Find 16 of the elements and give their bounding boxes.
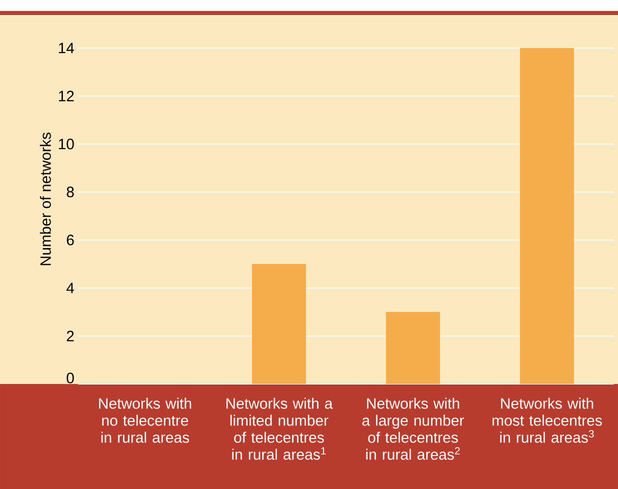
x-tick-label: Networks with a limited number of telecentres in rural areas$^{1}$ bbox=[226, 398, 333, 460]
y-tick-label: 10 bbox=[58, 138, 74, 150]
y-tick-label: 14 bbox=[58, 42, 74, 54]
y-tick-label: 6 bbox=[66, 234, 74, 246]
y-axis-title: Number of networks bbox=[40, 132, 51, 266]
y-tick-label: 12 bbox=[58, 90, 74, 102]
y-tick-label: 4 bbox=[66, 282, 74, 294]
y-tick-label: 0 bbox=[66, 372, 74, 384]
y-tick-label: 2 bbox=[66, 330, 74, 342]
bar bbox=[252, 264, 306, 384]
x-tick-label: Networks with most telecentres in rural areas$^{3}$ bbox=[492, 398, 602, 443]
y-tick-label: 8 bbox=[66, 186, 74, 198]
x-tick-label: Networks with a large number of telecentres in rural areas$^{2}$ bbox=[362, 398, 464, 460]
bar bbox=[386, 312, 440, 384]
bar bbox=[520, 48, 574, 384]
x-tick-label: Networks with no telecentre in rural areas bbox=[99, 398, 192, 443]
